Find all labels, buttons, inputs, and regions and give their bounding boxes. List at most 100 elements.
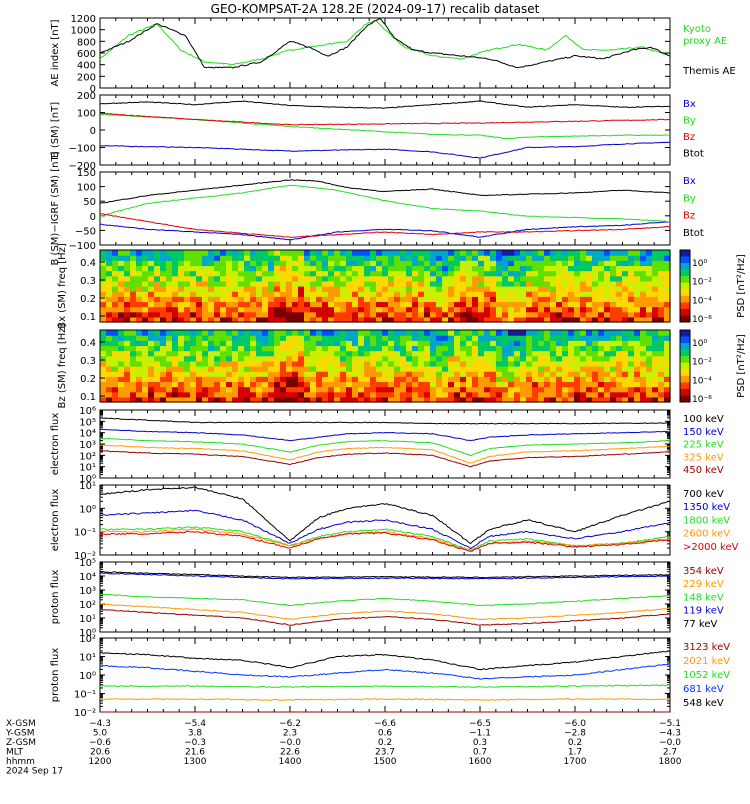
spectrogram-cell	[550, 396, 557, 403]
spectrogram-cell	[490, 340, 497, 347]
spectrogram-cell	[424, 381, 431, 388]
spectrogram-cell	[406, 391, 413, 398]
spectrogram-cell	[574, 376, 581, 383]
spectrogram-cell	[250, 340, 257, 347]
spectrogram-cell	[436, 376, 443, 383]
spectrogram-cell	[220, 391, 227, 398]
spectrogram-cell	[598, 275, 605, 282]
spectrogram-cell	[274, 360, 281, 367]
spectrogram-cell	[508, 345, 515, 352]
spectrogram-cell	[640, 355, 647, 362]
spectrogram-cell	[340, 371, 347, 377]
spectrogram-cell	[244, 386, 251, 393]
spectrogram-cell	[112, 291, 119, 297]
spectrogram-cell	[346, 386, 353, 393]
spectrogram-cell	[604, 360, 611, 367]
spectrogram-cell	[520, 350, 527, 357]
spectrogram-cell	[580, 360, 587, 367]
spectrogram-cell	[580, 350, 587, 357]
spectrogram-cell	[256, 260, 263, 267]
spectrogram-cell	[106, 306, 113, 313]
spectrogram-cell	[418, 376, 425, 383]
spectrogram-cell	[280, 396, 287, 403]
spectrogram-cell	[346, 301, 353, 308]
spectrogram-cell	[580, 255, 587, 261]
spectrogram-cell	[430, 335, 437, 341]
spectrogram-cell	[430, 345, 437, 352]
spectrogram-cell	[364, 301, 371, 308]
spectrogram-cell	[400, 301, 407, 308]
spectrogram-cell	[136, 376, 143, 383]
y-tick-label: 10⁻²	[74, 708, 96, 719]
spectrogram-cell	[250, 255, 257, 261]
spectrogram-cell	[448, 250, 455, 256]
spectrogram-cell	[178, 381, 185, 388]
spectrogram-cell	[394, 291, 401, 297]
spectrogram-cell	[118, 265, 125, 272]
spectrogram-cell	[634, 381, 641, 388]
spectrogram-cell	[376, 316, 383, 323]
spectrogram-cell	[628, 260, 635, 267]
spectrogram-cell	[478, 260, 485, 267]
spectrogram-cell	[268, 360, 275, 367]
spectrogram-cell	[208, 391, 215, 398]
colorbar-tick-label: 10⁰	[692, 259, 707, 269]
spectrogram-cell	[244, 260, 251, 267]
spectrogram-cell	[604, 255, 611, 261]
colorbar-tick-label: 10⁻²	[692, 278, 712, 288]
spectrogram-cell	[616, 311, 623, 318]
spectrogram-cell	[538, 270, 545, 277]
spectrogram-cell	[250, 250, 257, 256]
spectrogram-cell	[466, 376, 473, 383]
spectrogram-cell	[382, 311, 389, 318]
spectrogram-cell	[274, 270, 281, 277]
colorbar-label: PSD [nT²/Hz]	[736, 334, 747, 398]
spectrogram-cell	[376, 340, 383, 347]
spectrogram-cell	[502, 391, 509, 398]
spectrogram-cell	[472, 275, 479, 282]
spectrogram-cell	[592, 386, 599, 393]
footer-value: 1800	[659, 757, 682, 767]
spectrogram-cell	[358, 311, 365, 318]
spectrogram-cell	[334, 360, 341, 367]
y-axis-label: proton flux	[50, 570, 61, 625]
spectrogram-cell	[574, 250, 581, 256]
spectrogram-cell	[562, 386, 569, 393]
spectrogram-cell	[328, 360, 335, 367]
spectrogram-cell	[640, 306, 647, 313]
spectrogram-cell	[166, 250, 173, 256]
spectrogram-cell	[178, 340, 185, 347]
spectrogram-cell	[130, 340, 137, 347]
spectrogram-cell	[226, 291, 233, 297]
spectrogram-cell	[400, 350, 407, 357]
spectrogram-cell	[124, 386, 131, 393]
spectrogram-cell	[370, 306, 377, 313]
spectrogram-cell	[250, 275, 257, 282]
footer-value: −6.2	[279, 719, 301, 729]
spectrogram-cell	[628, 386, 635, 393]
spectrogram-cell	[112, 275, 119, 282]
figure-title: GEO-KOMPSAT-2A 128.2E (2024-09-17) recal…	[211, 2, 540, 16]
legend-label: 1800 keV	[683, 515, 730, 526]
spectrogram-cell	[580, 396, 587, 403]
footer-value: 0.7	[473, 748, 487, 758]
spectrogram-cell	[454, 316, 461, 323]
spectrogram-cell	[322, 311, 329, 318]
spectrogram-cell	[208, 386, 215, 393]
spectrogram-cell	[148, 386, 155, 393]
spectrogram-cell	[178, 250, 185, 256]
spectrogram-cell	[190, 381, 197, 388]
spectrogram-cell	[184, 335, 191, 341]
spectrogram-cell	[484, 366, 491, 372]
spectrogram-cell	[160, 386, 167, 393]
spectrogram-cell	[424, 270, 431, 277]
spectrogram-cell	[658, 260, 665, 267]
spectrogram-cell	[370, 355, 377, 362]
spectrogram-cell	[124, 391, 131, 398]
y-tick-label: 10³	[79, 586, 96, 597]
spectrogram-cell	[400, 371, 407, 377]
spectrogram-cell	[424, 391, 431, 398]
spectrogram-cell	[526, 265, 533, 272]
spectrogram-cell	[370, 381, 377, 388]
spectrogram-cell	[598, 391, 605, 398]
